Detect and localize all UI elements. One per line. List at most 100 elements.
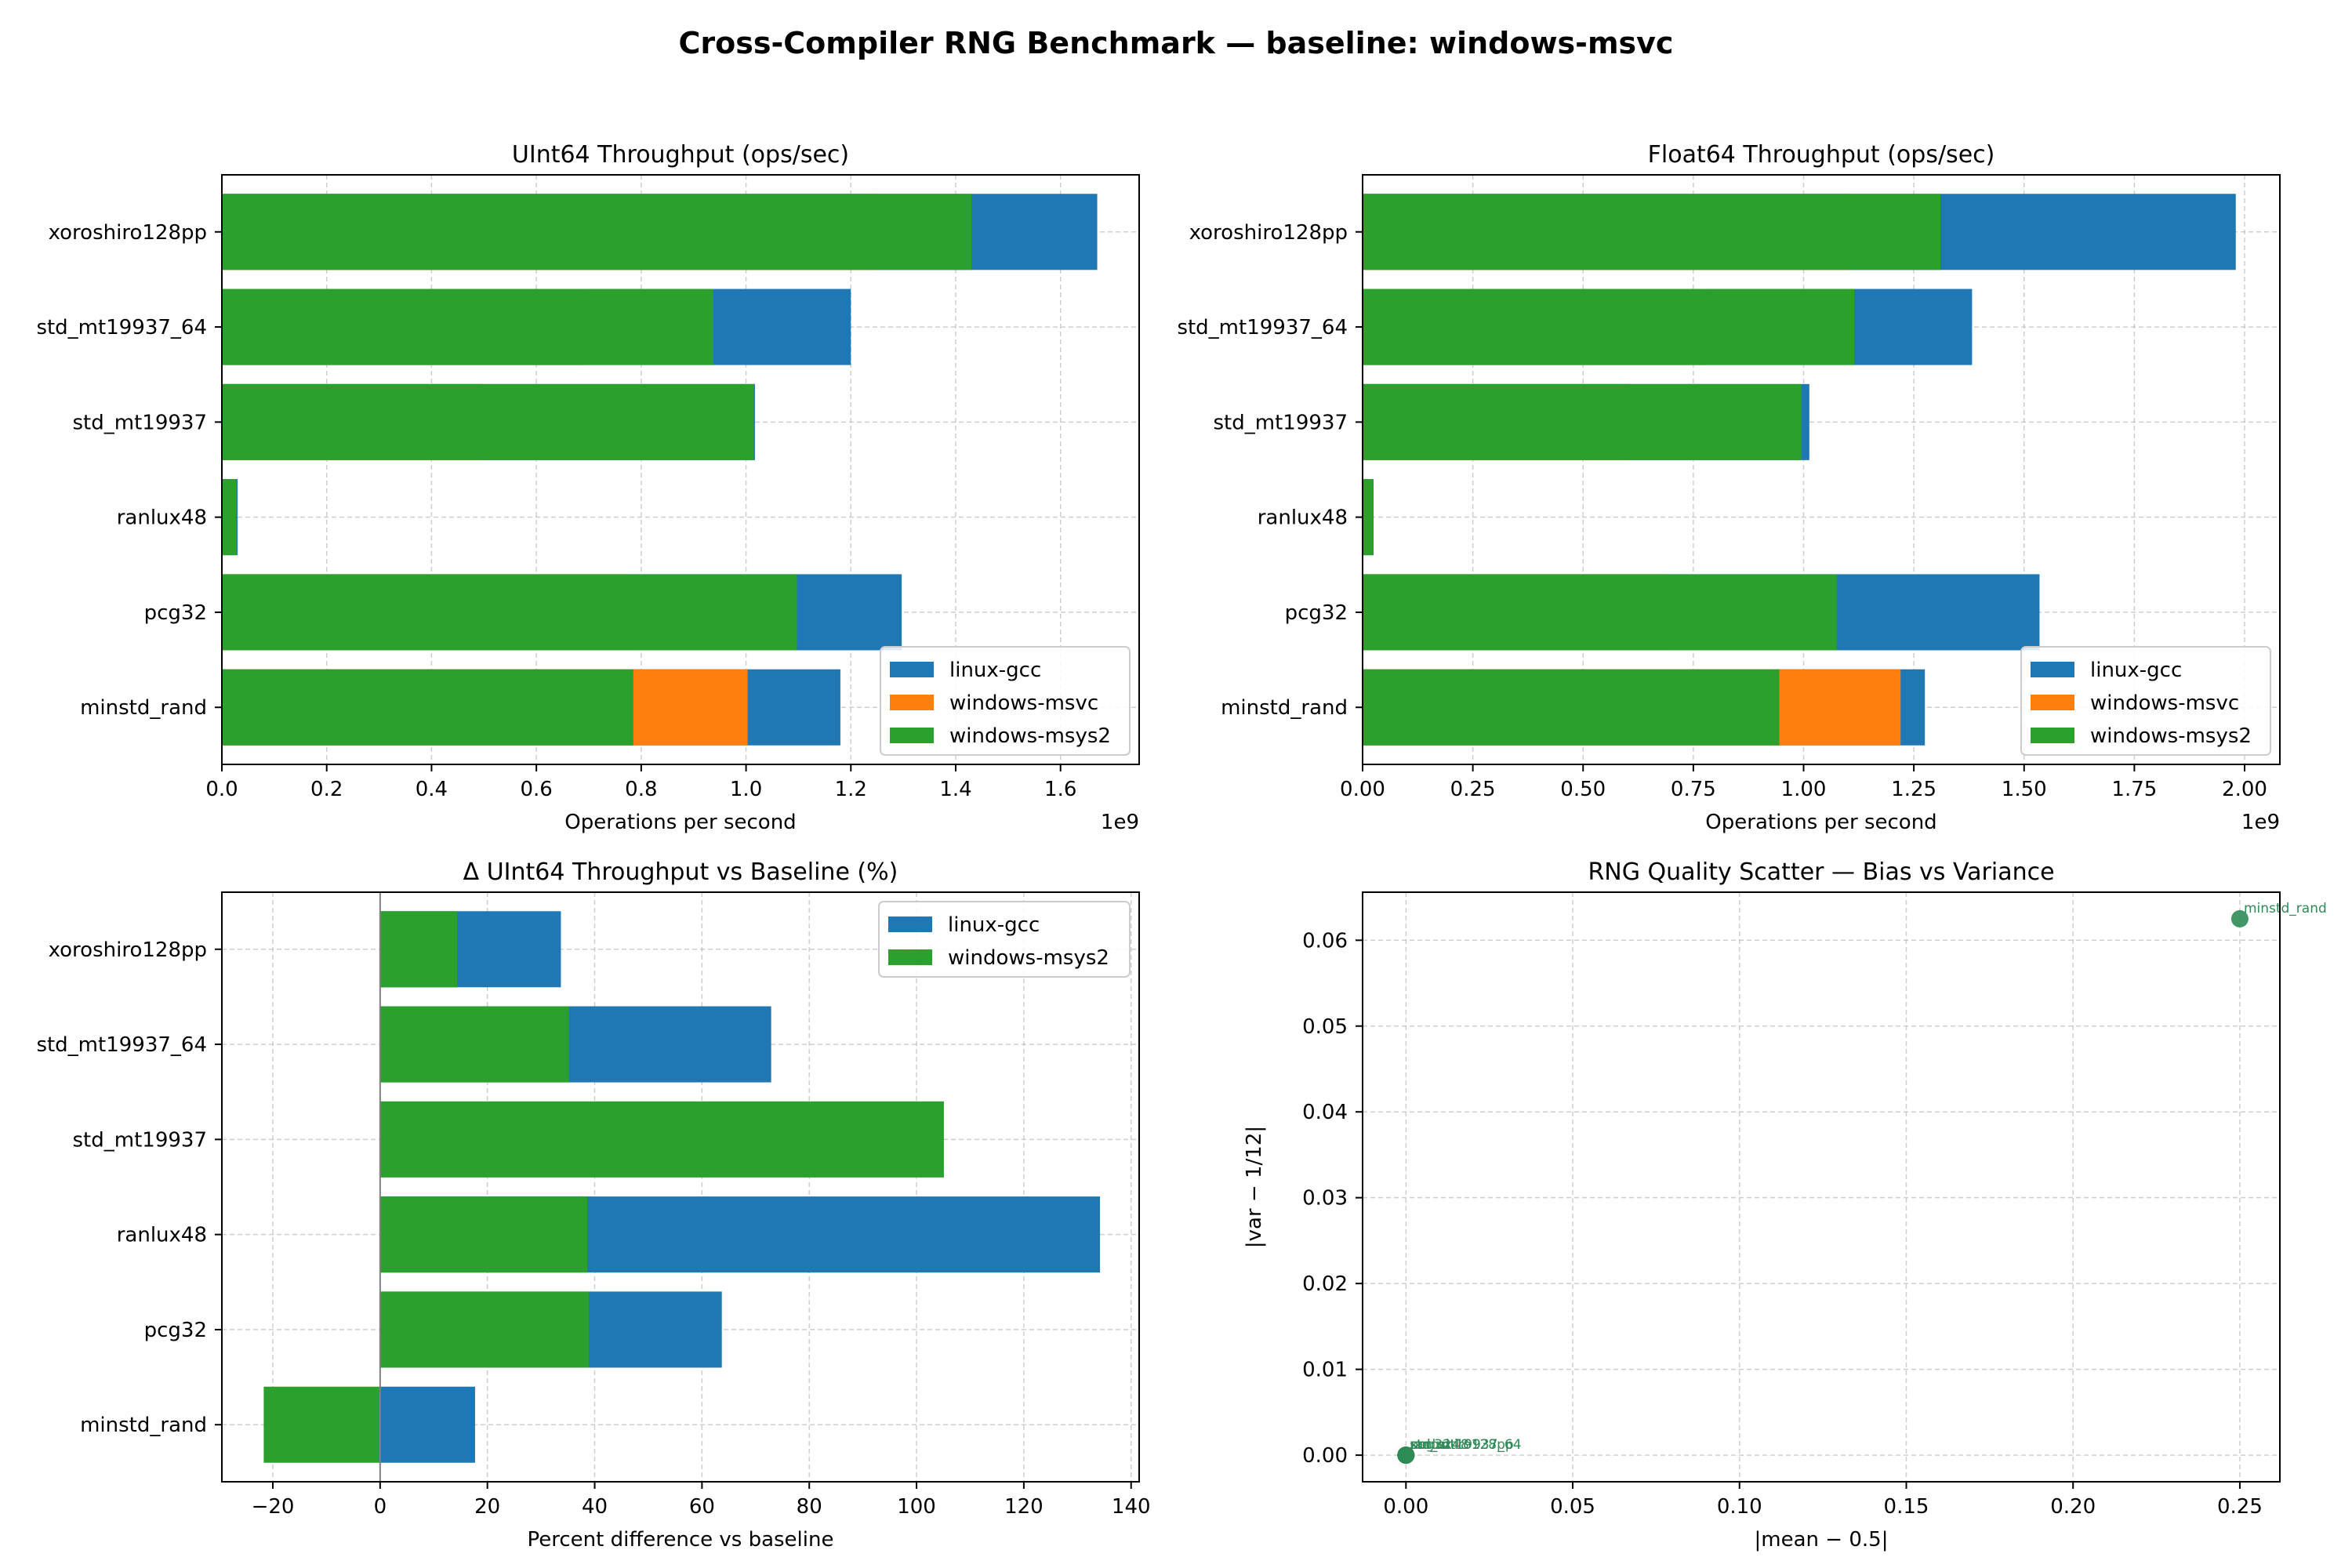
point-label: std_mt19937 — [1410, 1437, 1497, 1453]
x-axis-label: Operations per second — [564, 811, 796, 834]
y-tick-label: 0.06 — [1302, 929, 1348, 953]
scatter-point — [1397, 1446, 1415, 1465]
x-tick-label: 1.75 — [2111, 778, 2157, 801]
x-tick-label: 1.6 — [1044, 778, 1076, 801]
x-tick-label: 1.00 — [1781, 778, 1827, 801]
y-tick-label: 0.00 — [1302, 1444, 1348, 1468]
legend-label-linux-gcc: linux-gcc — [949, 659, 1041, 682]
bar-linux-gcc — [379, 1386, 475, 1463]
legend-swatch-linux-gcc — [2031, 662, 2074, 677]
y-tick-label: ranlux48 — [1258, 506, 1348, 530]
axes-title: RNG Quality Scatter — Bias vs Variance — [1588, 858, 2054, 886]
y-tick-label: pcg32 — [144, 601, 207, 625]
point-label: minstd_rand — [2244, 901, 2327, 916]
x-axis-label: |mean − 0.5| — [1755, 1528, 1889, 1552]
bar-windows-msys2 — [379, 1196, 587, 1273]
legend-swatch-windows-msvc — [2031, 695, 2074, 710]
x-tick-label: 80 — [797, 1495, 822, 1519]
x-tick-label: −20 — [252, 1495, 295, 1519]
legend-label-windows-msvc: windows-msvc — [949, 691, 1098, 715]
bar-windows-msys2 — [379, 1101, 944, 1178]
x-axis-label: Percent difference vs baseline — [528, 1528, 834, 1552]
legend-swatch-windows-msys2 — [2031, 728, 2074, 743]
point-label: xoroshiro128pp — [1410, 1437, 1513, 1453]
y-tick-label: minstd_rand — [1221, 696, 1348, 720]
bar-windows-msys2 — [1363, 194, 1940, 270]
point-label: pcg32 — [1410, 1437, 1451, 1453]
y-tick-label: 0.05 — [1302, 1015, 1348, 1039]
y-tick-label: 0.04 — [1302, 1101, 1348, 1124]
legend-swatch-windows-msys2 — [890, 728, 934, 743]
x-tick-label: 0 — [374, 1495, 387, 1519]
bar-windows-msys2 — [222, 289, 714, 365]
y-tick-label: std_mt19937_64 — [36, 1033, 207, 1057]
x-tick-label: 140 — [1112, 1495, 1151, 1519]
chart-1: 0.00 0.25 0.50 0.75 1.00 1.25 1.50 1.75 2.00 mins… — [1177, 141, 2281, 834]
x-tick-label: 0.6 — [520, 778, 552, 801]
y-tick-label: pcg32 — [1285, 601, 1348, 625]
x-tick-label: 20 — [474, 1495, 500, 1519]
bar-windows-msys2 — [222, 669, 633, 746]
x-tick-label: 0.20 — [2050, 1495, 2096, 1519]
y-tick-label: xoroshiro128pp — [1189, 221, 1348, 245]
bar-windows-msys2 — [222, 574, 797, 651]
bar-windows-msys2 — [379, 1006, 569, 1083]
legend-swatch-linux-gcc — [888, 916, 932, 932]
point-label: std_mt19937_64 — [1410, 1437, 1521, 1453]
chart-0: 0.0 0.2 0.4 0.6 0.8 1.0 1.2 1.4 1.6 minstd_rand pc… — [36, 141, 1140, 834]
x-tick-label: 0.05 — [1550, 1495, 1595, 1519]
legend: linux-gcc windows-msys2 — [878, 901, 1131, 978]
legend-label-windows-msys2: windows-msys2 — [949, 724, 1111, 748]
y-tick-label: std_mt19937 — [73, 1128, 207, 1152]
x-tick-label: 0.00 — [1383, 1495, 1428, 1519]
legend-label-windows-msys2: windows-msys2 — [2090, 724, 2252, 748]
x-tick-label: 0.2 — [310, 778, 343, 801]
x-tick-label: 1.25 — [1891, 778, 1936, 801]
legend-box — [2020, 646, 2271, 756]
y-tick-label: std_mt19937 — [73, 411, 207, 434]
y-tick-label: std_mt19937_64 — [1177, 316, 1348, 339]
y-tick-label: ranlux48 — [117, 1224, 207, 1247]
y-tick-label: 0.02 — [1302, 1272, 1348, 1296]
legend-label-windows-msys2: windows-msys2 — [948, 946, 1109, 970]
x-tick-label: 100 — [897, 1495, 936, 1519]
axes-frame — [221, 891, 1140, 1483]
x-tick-label: 120 — [1004, 1495, 1044, 1519]
point-label: ranlux48 — [1410, 1437, 1468, 1453]
x-tick-label: 0.4 — [416, 778, 448, 801]
x-tick-label: 0.8 — [625, 778, 657, 801]
legend-label-windows-msvc: windows-msvc — [2090, 691, 2239, 715]
bar-windows-msys2 — [222, 479, 237, 556]
bar-windows-msys2 — [222, 194, 972, 270]
y-tick-label: minstd_rand — [80, 1414, 207, 1437]
y-tick-label: std_mt19937_64 — [36, 316, 207, 339]
y-tick-label: xoroshiro128pp — [49, 221, 207, 245]
legend: linux-gcc windows-msvc windows-msys2 — [880, 646, 1131, 756]
x-tick-label: 0.25 — [2217, 1495, 2263, 1519]
axes-title: Δ UInt64 Throughput vs Baseline (%) — [463, 858, 898, 886]
bar-windows-msys2 — [1363, 479, 1374, 556]
axes-title: UInt64 Throughput (ops/sec) — [512, 141, 849, 169]
x-tick-label: 1.50 — [2002, 778, 2047, 801]
legend-box — [878, 901, 1131, 978]
y-tick-label: xoroshiro128pp — [49, 938, 207, 962]
legend-swatch-linux-gcc — [890, 662, 934, 677]
legend-label-linux-gcc: linux-gcc — [2090, 659, 2182, 682]
x-tick-label: 2.00 — [2222, 778, 2267, 801]
chart-2: −20 0 20 40 60 80 100 120 140 minstd_rand pcg32 ran… — [36, 858, 1150, 1552]
x-tick-label: 1.0 — [730, 778, 762, 801]
y-tick-label: 0.01 — [1302, 1359, 1348, 1382]
x-tick-label: 1.4 — [939, 778, 971, 801]
x-tick-label: 0.15 — [1884, 1495, 1929, 1519]
bar-windows-msys2 — [222, 383, 754, 460]
x-tick-label: 0.50 — [1560, 778, 1606, 801]
y-tick-label: minstd_rand — [80, 696, 207, 720]
x-tick-label: 0.0 — [205, 778, 238, 801]
x-tick-label: 0.75 — [1671, 778, 1716, 801]
x-tick-label: 1.2 — [835, 778, 867, 801]
legend-box — [880, 646, 1131, 756]
bar-windows-msys2 — [379, 1291, 589, 1368]
y-axis-label: |var − 1/12| — [1243, 1126, 1266, 1248]
legend-swatch-windows-msvc — [890, 695, 934, 710]
